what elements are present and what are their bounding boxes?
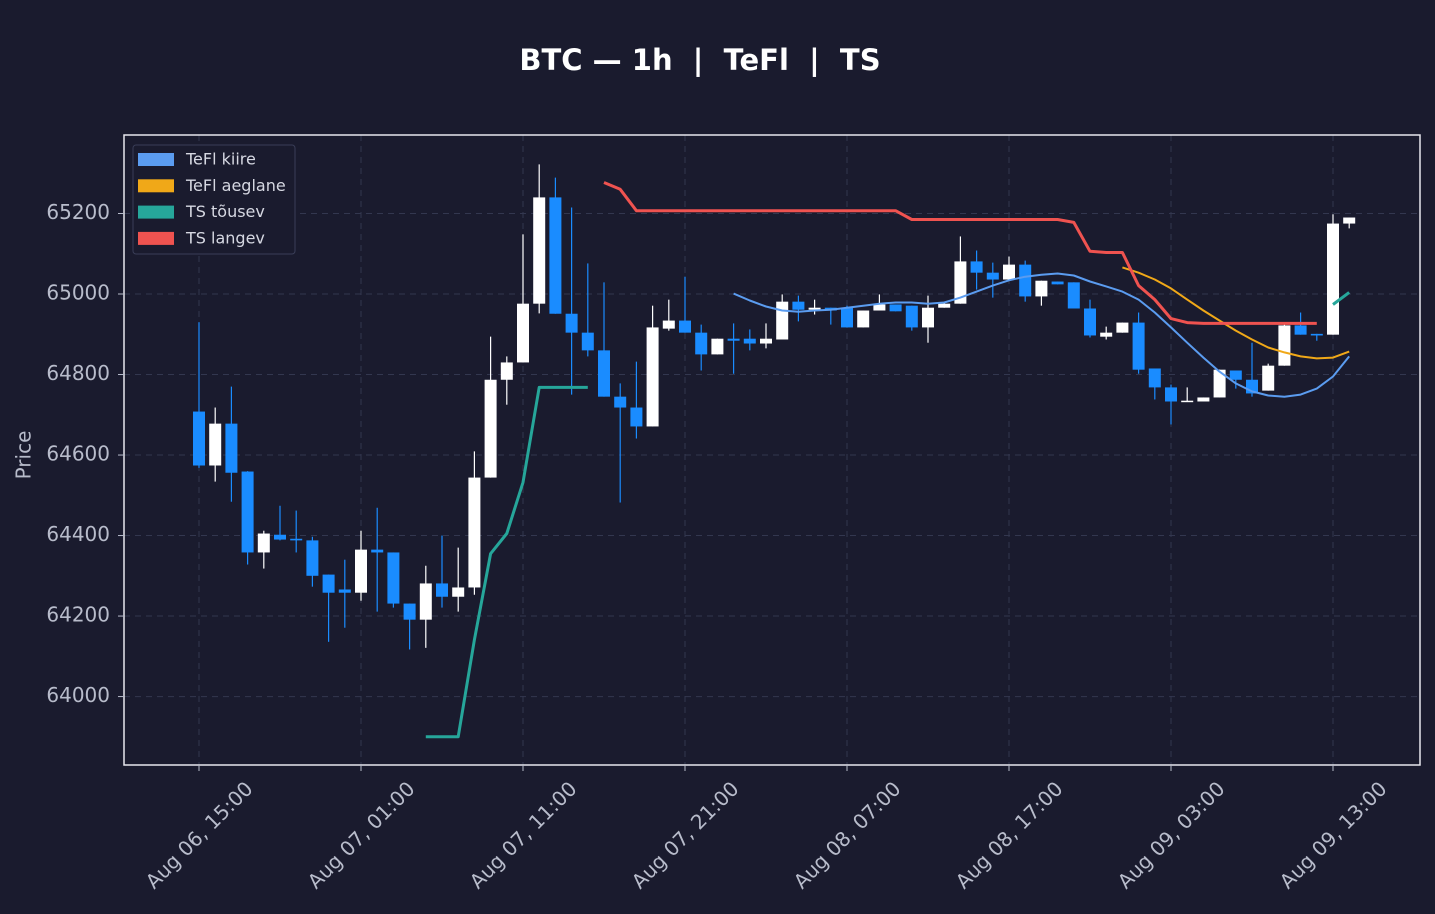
candle-body (1181, 400, 1194, 403)
candle-body (257, 533, 270, 553)
candle-body (1132, 322, 1145, 370)
candle-body (1100, 332, 1113, 337)
y-tick-label: 65000 (46, 281, 110, 305)
candle-body (1213, 369, 1226, 398)
candle-body (614, 396, 627, 408)
candle-body (1327, 223, 1339, 335)
indicator-line (603, 181, 1317, 325)
candle-body (355, 549, 367, 593)
candle-body (484, 379, 497, 478)
indicator-line (1122, 266, 1350, 360)
y-tick-label: 64200 (46, 603, 110, 627)
legend-label: TS tõusev (185, 202, 265, 221)
candle-body (387, 552, 400, 604)
candle-body (549, 197, 562, 314)
legend-swatch (138, 153, 174, 166)
candle-body (986, 272, 999, 280)
candle-body (209, 423, 222, 466)
candle-body (808, 307, 821, 310)
candle-body (436, 583, 448, 597)
candle-body (1116, 322, 1129, 333)
legend-label: TeFl kiire (185, 150, 256, 169)
candle-body (533, 197, 546, 304)
candle-body (662, 320, 675, 329)
candle-body (419, 583, 432, 620)
candle-body (630, 407, 643, 427)
candle-body (338, 589, 351, 593)
legend-swatch (138, 231, 174, 245)
chart-title: BTC — 1h | TeFl | TS (519, 43, 880, 77)
candle-body (1278, 325, 1291, 366)
candle-body (225, 423, 238, 473)
candle-body (1262, 365, 1275, 391)
candle-body (322, 574, 335, 593)
candle-body (905, 305, 918, 328)
candle-body (776, 301, 789, 340)
candle-body (1035, 280, 1048, 297)
candle-body (274, 534, 286, 540)
legend: TeFl kiire TeFl aeglane TS tõusev TS langev (132, 144, 296, 255)
candle-body (1310, 333, 1323, 336)
legend-swatch (138, 205, 174, 219)
candle-body (598, 350, 610, 397)
candle-body (760, 338, 772, 344)
candle-body (873, 304, 886, 311)
y-tick-label: 64000 (46, 683, 110, 707)
candle-body (954, 261, 967, 304)
y-tick-label: 64800 (46, 361, 110, 385)
candle-body (711, 338, 724, 355)
candle-body (857, 310, 870, 328)
indicator-line (425, 291, 1351, 739)
candle-body (468, 477, 481, 588)
candle-body (1343, 217, 1356, 224)
candle-body (371, 549, 384, 553)
candle-body (679, 320, 691, 333)
candle-body (889, 304, 902, 312)
candle-body (743, 338, 756, 344)
candle-body (1148, 368, 1161, 388)
candle-body (922, 307, 934, 328)
indicator-line (733, 272, 1350, 398)
candle-body (581, 332, 594, 351)
candle-body (841, 307, 853, 328)
legend-label: TS langev (185, 228, 265, 247)
candle-body (695, 332, 708, 355)
candle-body (1067, 282, 1080, 309)
candle-body (290, 538, 303, 541)
candle-body (1197, 397, 1210, 402)
plot-area (193, 164, 1356, 739)
candle-body (517, 303, 529, 363)
candle-body (306, 540, 319, 576)
candle-body (403, 603, 416, 620)
candle-body (970, 261, 983, 273)
candle-body (1084, 308, 1096, 336)
candle-body (1019, 264, 1032, 297)
candle-body (727, 338, 740, 341)
candle-body (193, 411, 205, 466)
plot-frame (123, 134, 1421, 766)
legend-box (132, 144, 296, 255)
candle-body (1003, 264, 1015, 280)
legend-swatch (138, 179, 174, 193)
candle-body (1165, 387, 1177, 402)
y-tick-label: 65200 (46, 200, 110, 224)
candle-body (938, 303, 951, 308)
candle-body (792, 301, 805, 310)
candle-body (1229, 370, 1242, 380)
legend-label: TeFl aeglane (185, 176, 286, 195)
candle-body (452, 587, 465, 597)
candle-body (1294, 325, 1307, 335)
y-tick-label: 64400 (46, 522, 110, 546)
candle-body (1051, 281, 1064, 285)
candle-body (646, 327, 659, 427)
candle-body (500, 362, 513, 380)
y-tick-label: 64600 (46, 442, 110, 466)
candle-body (565, 313, 578, 333)
candle-body (241, 471, 254, 553)
y-axis-label: Price (12, 431, 36, 480)
